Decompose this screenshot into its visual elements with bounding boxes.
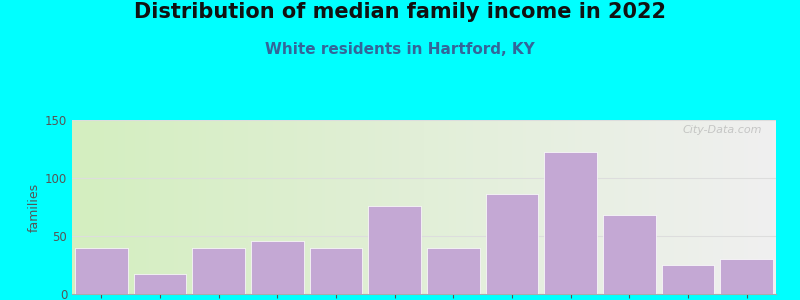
Bar [720, 259, 773, 294]
Bar [134, 274, 186, 294]
Text: Distribution of median family income in 2022: Distribution of median family income in … [134, 2, 666, 22]
Bar [486, 194, 538, 294]
Bar [368, 206, 421, 294]
Bar [251, 241, 304, 294]
Bar [603, 215, 656, 294]
Bar [427, 248, 480, 294]
Bar [544, 152, 597, 294]
Text: White residents in Hartford, KY: White residents in Hartford, KY [265, 42, 535, 57]
Text: City-Data.com: City-Data.com [682, 125, 762, 135]
Bar [75, 248, 128, 294]
Bar [192, 248, 245, 294]
Bar [310, 248, 362, 294]
Y-axis label: families: families [28, 182, 41, 232]
Bar [662, 265, 714, 294]
